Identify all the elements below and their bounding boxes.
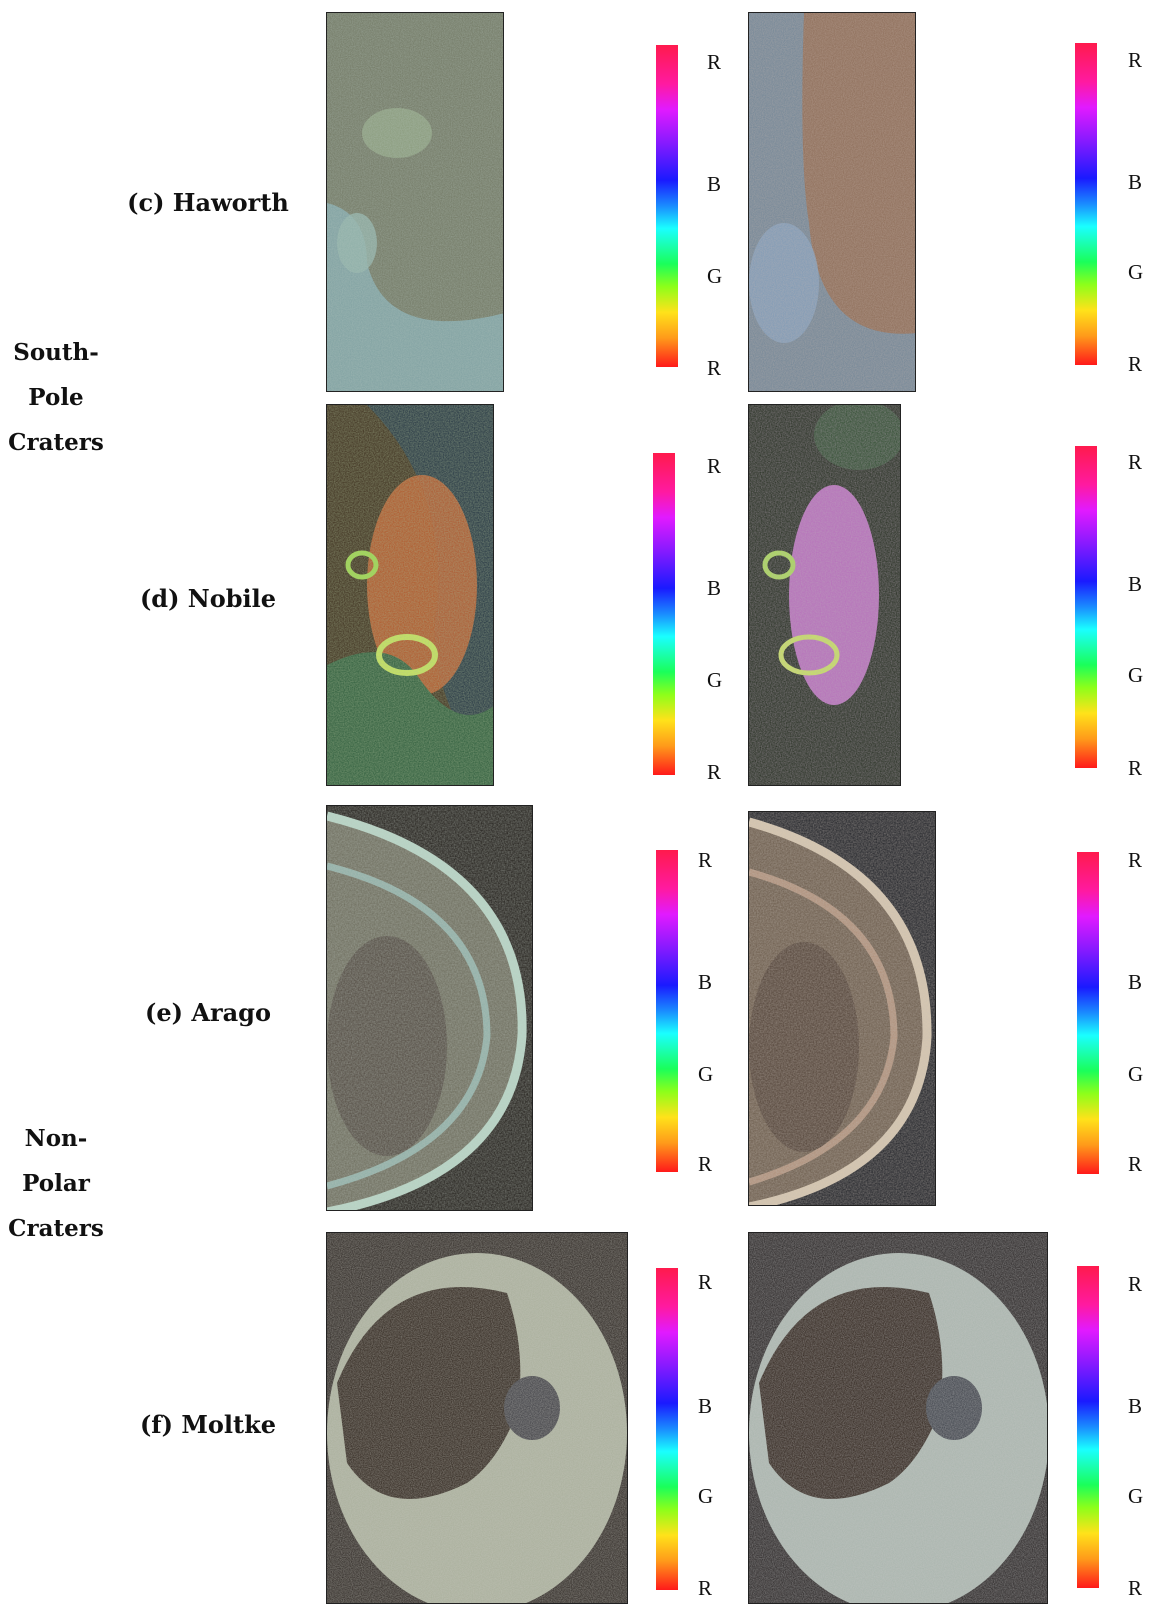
group-label-non-polar: Non- Polar Craters	[8, 1125, 104, 1242]
moltke-image-left	[326, 1232, 628, 1604]
tick-arago-left-0: R	[698, 848, 713, 872]
tick-nobile-right-0: R	[1128, 450, 1143, 474]
tick-arago-right-1: B	[1128, 970, 1143, 994]
tick-arago-left-3: R	[698, 1152, 713, 1176]
tick-arago-left-2: G	[698, 1062, 714, 1086]
tick-haworth-right-2: G	[1128, 260, 1144, 284]
tick-arago-right-0: R	[1128, 848, 1143, 872]
colorbar-haworth-left	[656, 45, 678, 367]
colorbar-nobile-left	[653, 453, 675, 775]
tick-haworth-left-2: G	[707, 264, 723, 288]
crater-label-arago: (e) Arago	[145, 998, 271, 1027]
tick-haworth-left-0: R	[707, 50, 722, 74]
colorbar-arago-right	[1077, 852, 1099, 1174]
moltke-image-right	[748, 1232, 1048, 1604]
tick-arago-right-2: G	[1128, 1062, 1144, 1086]
tick-moltke-right-3: R	[1128, 1576, 1143, 1600]
nobile-image-left	[326, 404, 494, 786]
tick-haworth-right-0: R	[1128, 48, 1143, 72]
tick-nobile-right-3: R	[1128, 756, 1143, 780]
tick-nobile-left-0: R	[707, 454, 722, 478]
tick-haworth-right-1: B	[1128, 170, 1143, 194]
tick-arago-right-3: R	[1128, 1152, 1143, 1176]
nobile-image-right	[748, 404, 901, 786]
tick-nobile-left-3: R	[707, 760, 722, 784]
tick-moltke-left-2: G	[698, 1484, 714, 1508]
haworth-image-right	[748, 12, 916, 392]
haworth-image-left	[326, 12, 504, 392]
tick-nobile-left-1: B	[707, 576, 722, 600]
tick-moltke-right-2: G	[1128, 1484, 1144, 1508]
tick-nobile-left-2: G	[707, 668, 723, 692]
crater-label-nobile: (d) Nobile	[139, 584, 277, 613]
tick-moltke-left-0: R	[698, 1270, 713, 1294]
group-label-south-pole: South- Pole Craters	[8, 339, 104, 456]
arago-image-right	[748, 811, 936, 1206]
colorbar-haworth-right	[1075, 43, 1097, 365]
crater-label-haworth: (c) Haworth	[127, 188, 289, 217]
colorbar-moltke-right	[1077, 1266, 1099, 1588]
tick-nobile-right-1: B	[1128, 572, 1143, 596]
colorbar-arago-left	[656, 850, 678, 1172]
colorbar-moltke-left	[656, 1268, 678, 1590]
tick-moltke-right-1: B	[1128, 1394, 1143, 1418]
colorbar-nobile-right	[1075, 446, 1097, 768]
tick-arago-left-1: B	[698, 970, 713, 994]
crater-label-moltke: (f) Moltke	[139, 1410, 277, 1439]
tick-moltke-left-1: B	[698, 1394, 713, 1418]
tick-haworth-right-3: R	[1128, 352, 1143, 376]
tick-moltke-right-0: R	[1128, 1272, 1143, 1296]
tick-haworth-left-1: B	[707, 172, 722, 196]
tick-nobile-right-2: G	[1128, 663, 1144, 687]
tick-moltke-left-3: R	[698, 1576, 713, 1600]
tick-haworth-left-3: R	[707, 356, 722, 380]
arago-image-left	[326, 805, 533, 1211]
